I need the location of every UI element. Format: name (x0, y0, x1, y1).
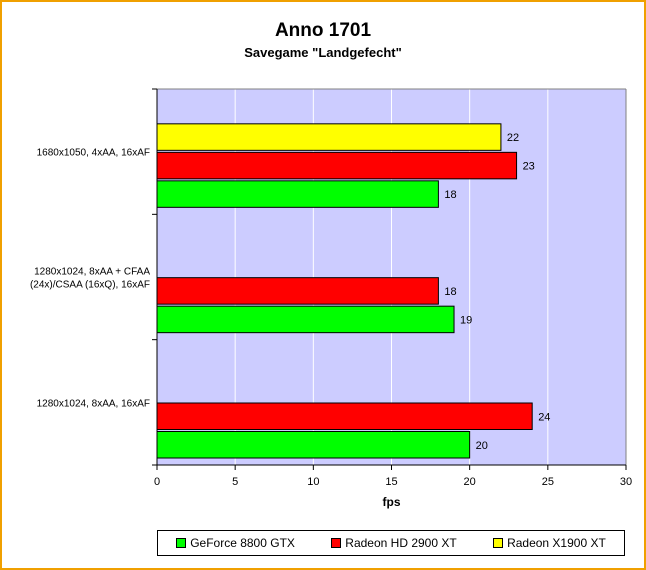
legend-swatch (493, 538, 504, 548)
chart-subtitle: Savegame "Landgefecht" (244, 45, 402, 60)
bar (156, 180, 439, 208)
x-tick-label: 20 (464, 476, 476, 488)
legend-label: Radeon X1900 XT (507, 536, 606, 550)
bar-value-label: 19 (460, 314, 472, 326)
category-label: 1280x1024, 8xAA, 16xAF (37, 398, 150, 409)
legend-swatch (331, 538, 342, 548)
bar-value-label: 24 (538, 411, 550, 423)
bar (156, 402, 533, 430)
x-tick-label: 15 (385, 476, 397, 488)
x-tick-label: 0 (154, 476, 160, 488)
legend-item: Radeon HD 2900 XT (331, 536, 457, 550)
bar (156, 151, 518, 180)
bar-value-label: 18 (444, 286, 456, 298)
category-label: (24x)/CSAA (16xQ), 16xAF (30, 280, 150, 291)
legend-label: Radeon HD 2900 XT (345, 536, 457, 550)
bar-value-label: 22 (507, 132, 519, 144)
bar-value-label: 20 (476, 440, 488, 452)
bar (156, 431, 471, 459)
bar-value-label: 23 (523, 161, 535, 173)
bar (156, 123, 502, 151)
x-tick-label: 10 (307, 476, 319, 488)
x-tick-label: 5 (232, 476, 238, 488)
legend-item: GeForce 8800 GTX (176, 536, 295, 550)
bar (156, 277, 439, 305)
x-tick-label: 25 (542, 476, 554, 488)
category-label: 1280x1024, 8xAA + CFAA (34, 267, 150, 278)
bar-value-label: 18 (444, 189, 456, 201)
x-axis-title: fps (383, 495, 401, 509)
chart-title: Anno 1701 (274, 20, 372, 41)
legend-item: Radeon X1900 XT (493, 536, 606, 550)
legend: GeForce 8800 GTX Radeon HD 2900 XT Radeon … (157, 530, 625, 556)
legend-swatch (176, 538, 187, 548)
category-label: 1680x1050, 4xAA, 16xAF (37, 148, 150, 159)
x-tick-label: 30 (620, 476, 632, 488)
legend-label: GeForce 8800 GTX (190, 536, 295, 550)
bar (156, 305, 455, 334)
